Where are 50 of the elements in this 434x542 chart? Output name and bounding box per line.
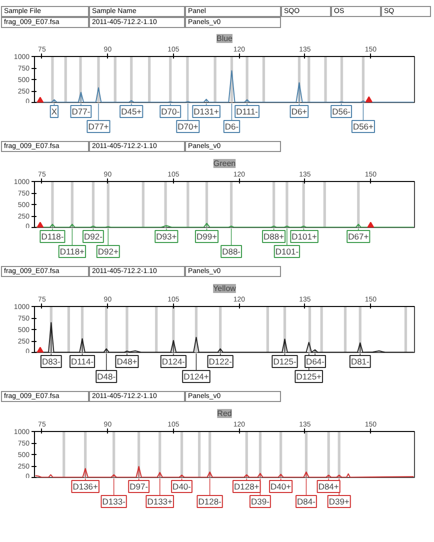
- annotation: D39+: [328, 496, 350, 507]
- annotation: D48-: [97, 372, 116, 382]
- annotation: D124-: [162, 356, 186, 367]
- annotation: D83-: [42, 356, 61, 367]
- annotation: D114-: [71, 356, 94, 367]
- annotation: D92-: [84, 232, 103, 242]
- annotation: D84+: [318, 482, 339, 492]
- annotation: D97-: [130, 482, 148, 492]
- chart-title: Yellow: [213, 284, 236, 294]
- annotation: D131+: [194, 106, 219, 116]
- annotation: D56+: [352, 122, 374, 132]
- annotation: D133-: [102, 496, 126, 507]
- annotation: D101+: [292, 232, 317, 242]
- annotation: D45+: [121, 106, 142, 116]
- annotation: D39-: [251, 496, 270, 507]
- annotation: D93+: [156, 232, 177, 242]
- annotation: D101-: [275, 246, 299, 257]
- annotation: D6-: [224, 122, 239, 132]
- annotation: D48+: [116, 356, 138, 367]
- annotation: D64-: [306, 356, 325, 367]
- annotation: D118+: [60, 246, 85, 257]
- annotation: D124+: [184, 372, 209, 382]
- annotation: D70+: [178, 122, 198, 132]
- chart-title: Blue: [216, 34, 234, 43]
- annotation: X: [51, 106, 58, 116]
- annotation: D77-: [72, 106, 90, 116]
- annotation: D88+: [264, 232, 284, 242]
- annotation: D6+: [291, 106, 308, 116]
- annotation: D40-: [172, 482, 192, 492]
- chart-title: Red: [217, 409, 232, 418]
- annotation: D77+: [88, 122, 109, 132]
- annotation: D128-: [198, 496, 222, 507]
- annotation: D84-: [297, 496, 316, 507]
- annotation: D67+: [348, 232, 369, 242]
- annotation: D125+: [296, 372, 322, 382]
- annotation: D70-: [161, 106, 180, 116]
- annotation: D88-: [222, 246, 241, 257]
- annotation: D40+: [270, 482, 292, 492]
- annotation: D136+: [72, 482, 98, 492]
- annotation: D92+: [98, 246, 118, 257]
- annotation: D125-: [273, 356, 297, 367]
- annotation: D56-: [332, 106, 351, 116]
- annotation: D81-: [350, 356, 370, 367]
- chart-title: Green: [213, 159, 236, 168]
- annotation: D122-: [208, 356, 232, 367]
- annotation: D99+: [196, 232, 218, 242]
- annotation: D111-: [236, 106, 258, 116]
- annotation: D118-: [41, 232, 64, 242]
- annotation: D128+: [234, 482, 260, 492]
- annotation: D133+: [147, 496, 173, 507]
